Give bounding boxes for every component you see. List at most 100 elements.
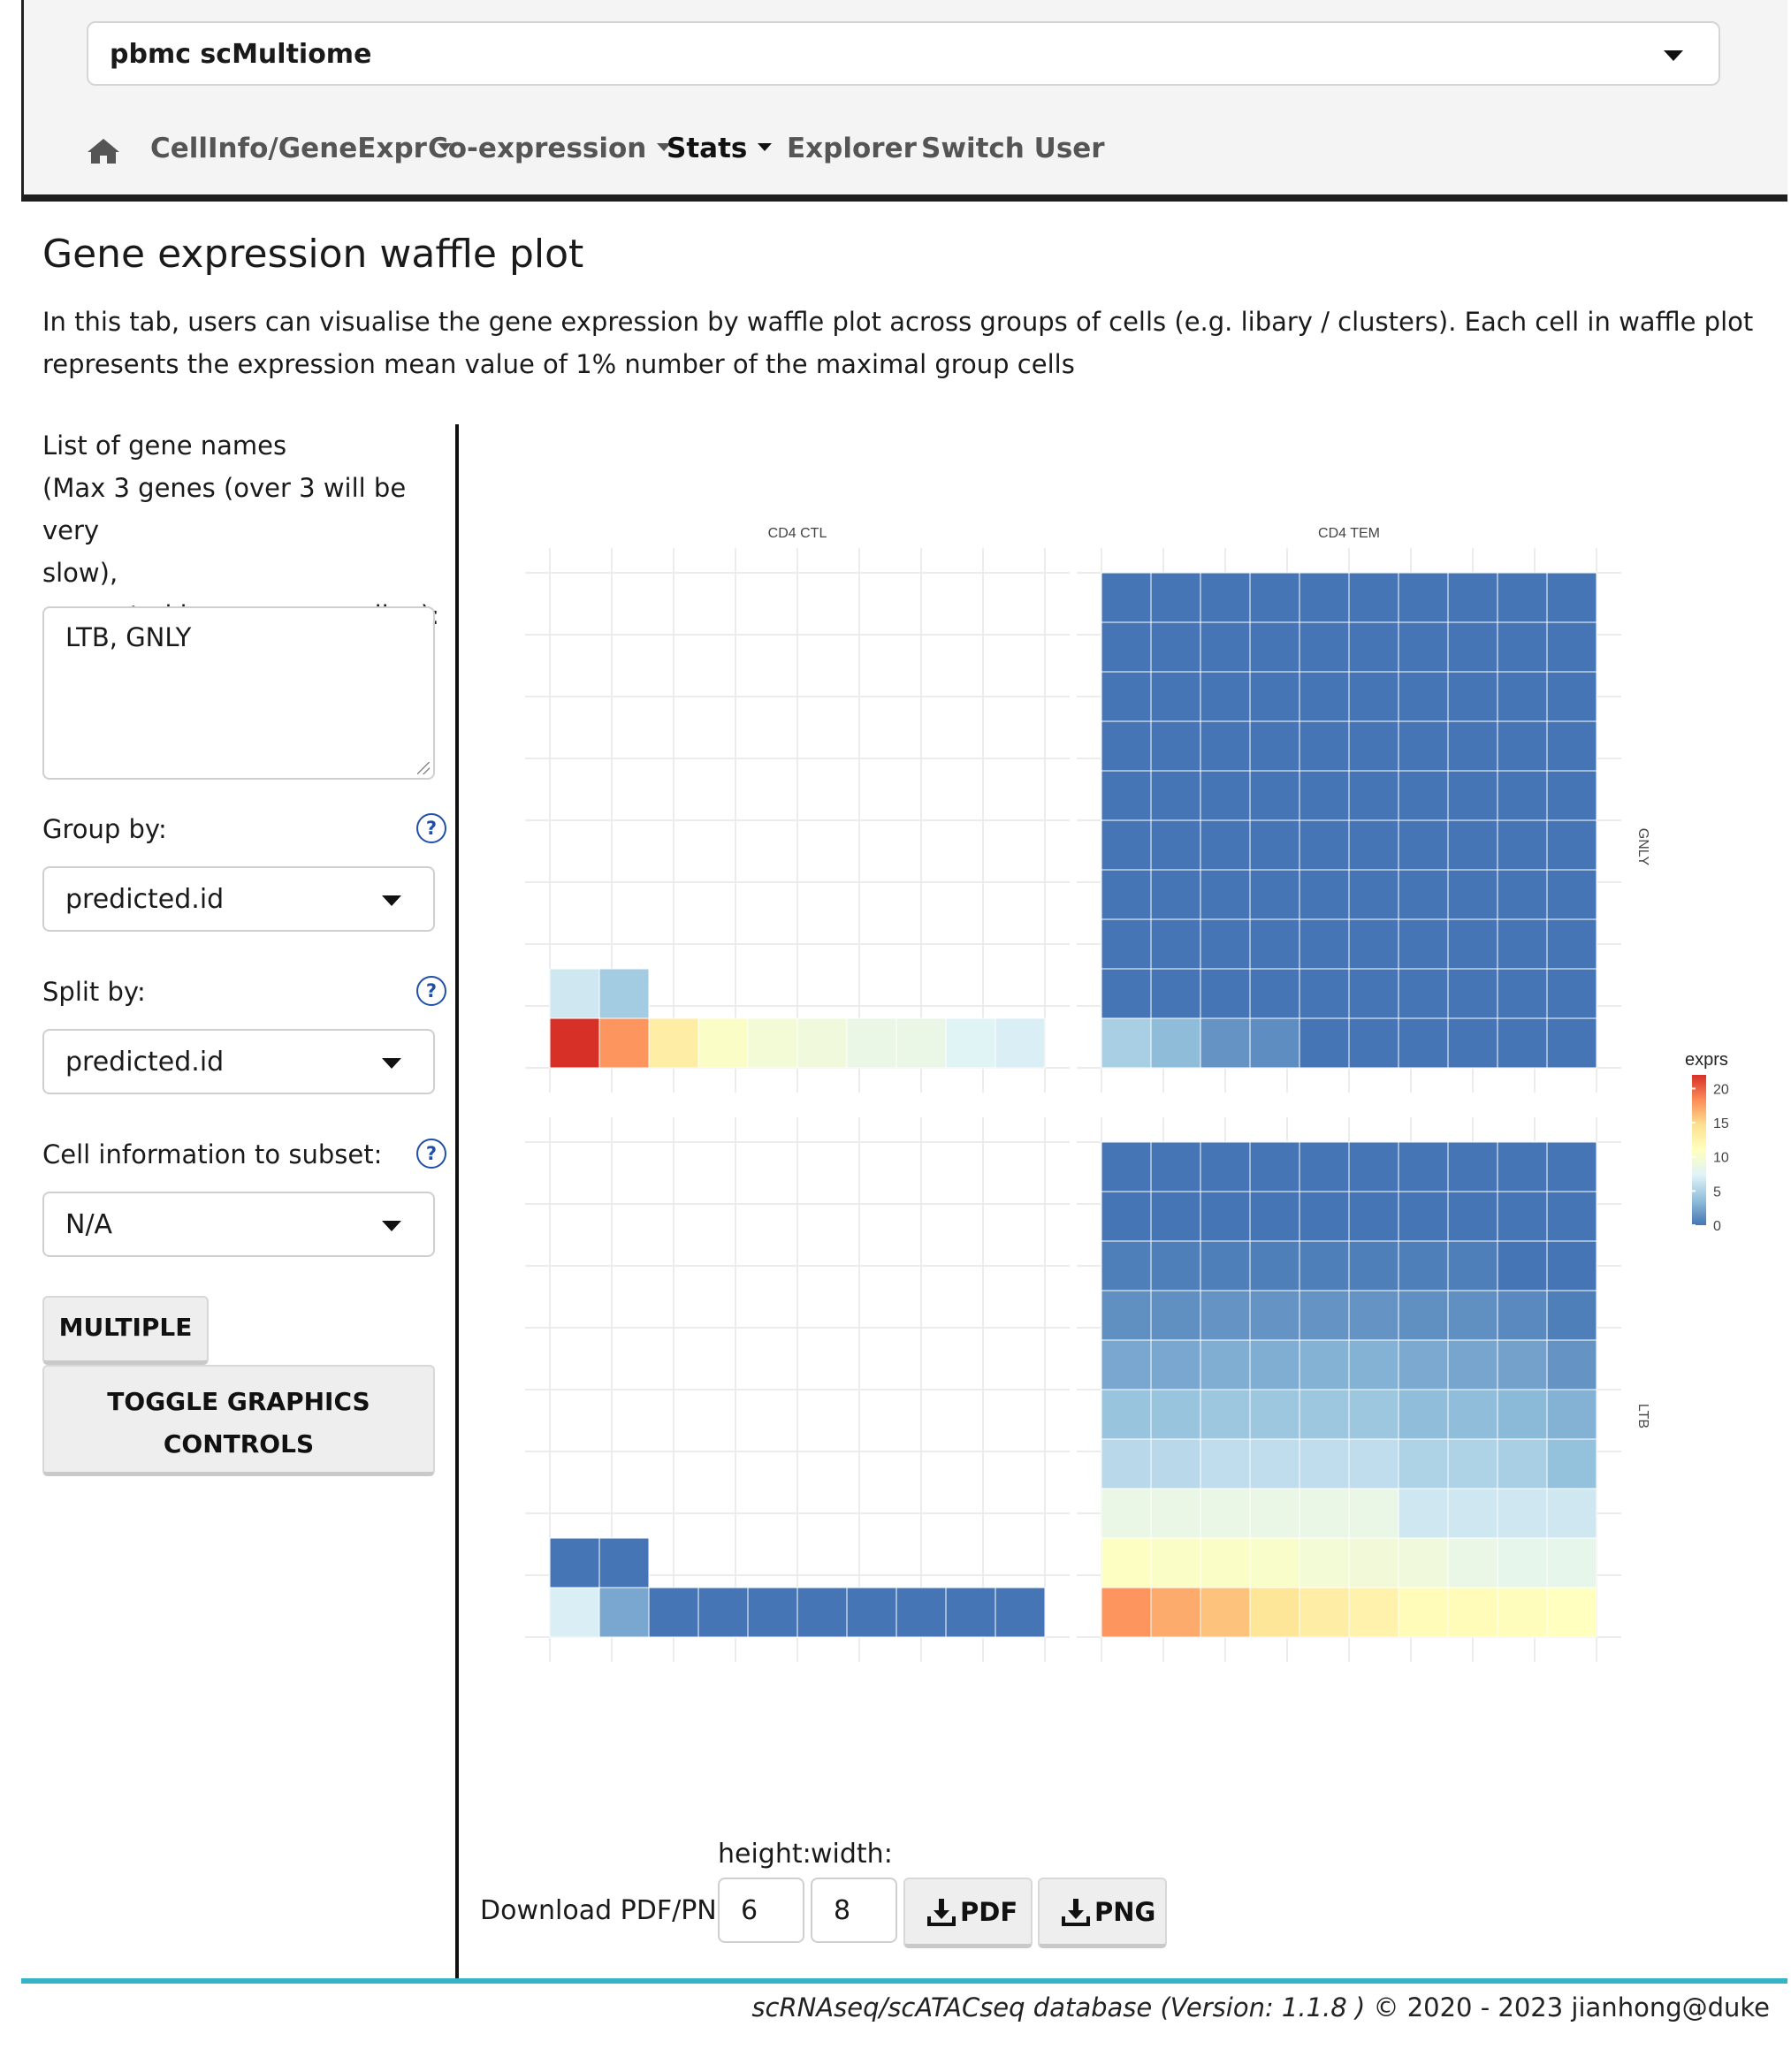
waffle-tile [1497, 1240, 1548, 1291]
waffle-tile [1447, 918, 1498, 970]
waffle-tile [1200, 1191, 1251, 1242]
height-input[interactable]: 6 [718, 1878, 804, 1943]
resize-handle-icon[interactable] [417, 762, 430, 774]
waffle-tile [1101, 720, 1152, 772]
toggle-graphics-controls-button[interactable]: TOGGLE GRAPHICS CONTROLS [42, 1365, 435, 1476]
subset-select[interactable]: N/A [42, 1192, 435, 1257]
width-input[interactable]: 8 [811, 1878, 897, 1943]
waffle-tile [1348, 1141, 1399, 1192]
waffle-tile [1546, 770, 1597, 821]
waffle-tile [697, 1017, 749, 1069]
download-pdf-button[interactable]: PDF [903, 1878, 1033, 1948]
waffle-tile [1348, 1240, 1399, 1291]
waffle-tile [1200, 1240, 1251, 1291]
waffle-tile [1497, 572, 1548, 623]
subset-value: N/A [65, 1209, 113, 1240]
waffle-tile [1299, 1240, 1350, 1291]
waffle-tile [1150, 572, 1201, 623]
waffle-tile [1348, 1339, 1399, 1390]
nav-coexpression-label: Co-expression [428, 133, 647, 164]
waffle-tile [1497, 671, 1548, 722]
waffle-tile [1200, 621, 1251, 673]
waffle-tile [846, 1017, 897, 1069]
footer-copyright: © 2020 - 2023 jianhong@duke [1365, 1992, 1770, 2022]
waffle-tile [896, 1017, 947, 1069]
waffle-tile [1150, 1141, 1201, 1192]
waffle-tile [1398, 720, 1449, 772]
waffle-tile [1546, 1488, 1597, 1539]
nav-switch-user[interactable]: Switch User [921, 133, 1105, 164]
facet-row-label: GNLY [1635, 828, 1650, 866]
download-png-label: PNG [1094, 1897, 1156, 1927]
group-by-select[interactable]: predicted.id [42, 866, 435, 932]
waffle-tile [1200, 1290, 1251, 1341]
waffle-tile [1398, 621, 1449, 673]
waffle-tile [1101, 1240, 1152, 1291]
waffle-tile [1101, 1587, 1152, 1638]
waffle-tile [648, 1017, 699, 1069]
waffle-tile [1101, 869, 1152, 920]
waffle-tile [1546, 1389, 1597, 1440]
waffle-tile [1101, 1488, 1152, 1539]
gene-list-textarea[interactable]: LTB, GNLY [42, 606, 435, 780]
waffle-tile [598, 968, 650, 1019]
waffle-tile [1447, 1017, 1498, 1069]
dataset-select-value: pbmc scMultiome [110, 39, 372, 70]
waffle-tile [1299, 918, 1350, 970]
legend-tick-label: 15 [1713, 1116, 1729, 1131]
waffle-tile [1200, 1017, 1251, 1069]
waffle-tile [1497, 1290, 1548, 1341]
question-circle-icon[interactable]: ? [416, 976, 446, 1006]
waffle-tile [1497, 1537, 1548, 1588]
question-circle-icon[interactable]: ? [416, 1139, 446, 1169]
waffle-tile [1546, 918, 1597, 970]
caret-down-icon [657, 143, 672, 151]
caret-down-icon [758, 143, 773, 151]
legend-tick-label: 5 [1713, 1185, 1721, 1200]
waffle-tile [1200, 671, 1251, 722]
waffle-tile [1249, 720, 1300, 772]
question-circle-icon[interactable]: ? [416, 813, 446, 843]
waffle-tile [1200, 1438, 1251, 1489]
dataset-select[interactable]: pbmc scMultiome [87, 21, 1720, 86]
waffle-tile [1447, 1141, 1498, 1192]
waffle-tile [1447, 572, 1498, 623]
waffle-tile [1249, 770, 1300, 821]
waffle-tile [1398, 1191, 1449, 1242]
nav-co-expression[interactable]: Co-expression [428, 133, 672, 164]
multiple-button[interactable]: MULTIPLE [42, 1296, 209, 1365]
waffle-tile [1299, 621, 1350, 673]
waffle-tile [1447, 1488, 1498, 1539]
nav-stats[interactable]: Stats [667, 133, 773, 164]
gene-list-label-line: slow), [42, 558, 118, 588]
waffle-tile [1299, 869, 1350, 920]
nav-cellinfo-label: CellInfo/GeneExpr [150, 133, 427, 164]
waffle-tile [1497, 1389, 1548, 1440]
waffle-tile [1249, 1438, 1300, 1489]
nav-explorer[interactable]: Explorer [787, 133, 917, 164]
download-icon [927, 1899, 956, 1926]
facet-column-label: CD4 CTL [768, 526, 827, 541]
waffle-tile [1546, 1017, 1597, 1069]
waffle-tile [1398, 1339, 1449, 1390]
waffle-tile [1398, 1141, 1449, 1192]
waffle-tile [1398, 1587, 1449, 1638]
waffle-tile [1299, 1191, 1350, 1242]
nav-cellinfo-geneexpr[interactable]: CellInfo/GeneExpr [150, 133, 452, 164]
subset-label: Cell information to subset: [42, 1139, 383, 1169]
waffle-tile [1546, 572, 1597, 623]
waffle-tile [1249, 1389, 1300, 1440]
home-icon[interactable] [87, 138, 120, 164]
height-input-value: 6 [741, 1895, 758, 1926]
waffle-tile [1150, 720, 1201, 772]
waffle-tile [995, 1587, 1046, 1638]
waffle-tile [796, 1017, 848, 1069]
split-by-label: Split by: [42, 977, 146, 1007]
download-png-button[interactable]: PNG [1038, 1878, 1167, 1948]
waffle-tile [1101, 1438, 1152, 1489]
waffle-tile [1249, 918, 1300, 970]
waffle-tile [1150, 1290, 1201, 1341]
waffle-tile [1249, 1290, 1300, 1341]
waffle-tile [1299, 1290, 1350, 1341]
split-by-select[interactable]: predicted.id [42, 1029, 435, 1094]
